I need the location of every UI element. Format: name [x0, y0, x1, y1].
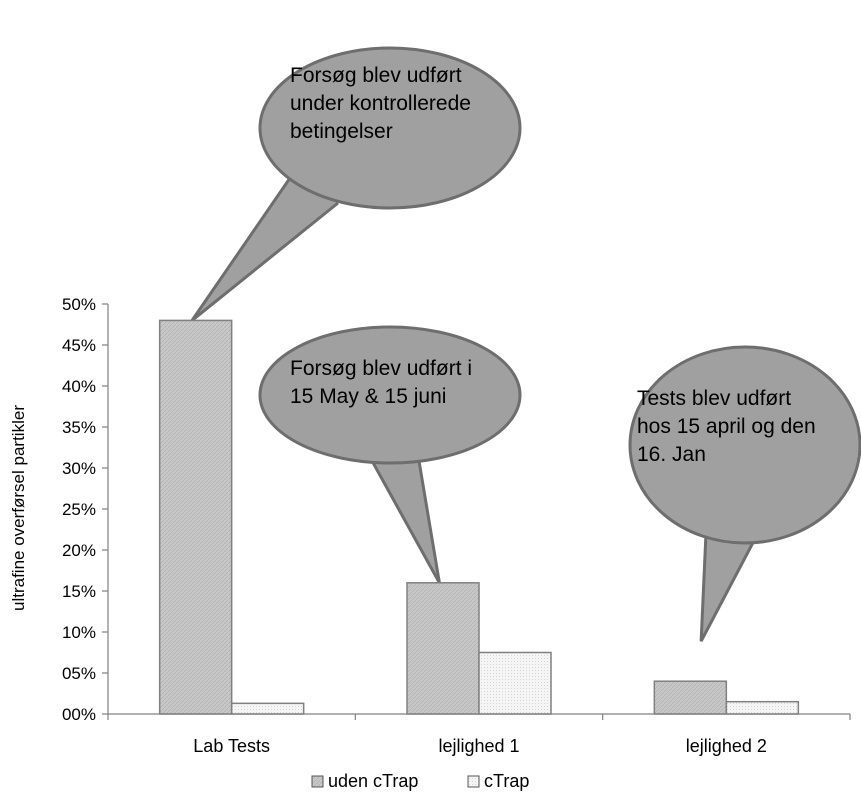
- y-tick-label: 40%: [62, 377, 96, 396]
- y-axis-label: ultrafine overførsel partikler: [9, 405, 28, 611]
- bar-uden-ctrap: [158, 319, 233, 715]
- callout-bubble: [258, 325, 522, 465]
- bar-ctrap: [230, 702, 305, 715]
- y-tick-label: 10%: [62, 623, 96, 642]
- bar-ctrap: [478, 651, 552, 715]
- y-tick-label: 50%: [62, 295, 96, 314]
- callout-pointer: [190, 177, 339, 322]
- legend-item: cTrap: [467, 771, 529, 791]
- callout-pointer: [364, 449, 441, 584]
- legend-label: uden cTrap: [328, 771, 418, 791]
- legend-swatch: [467, 775, 480, 788]
- callout-text: under kontrollerede: [290, 92, 471, 115]
- callout-text: betingelser: [290, 120, 393, 143]
- bar-ctrap: [725, 700, 800, 715]
- x-tick-label: lejlighed 1: [438, 736, 519, 756]
- bars: [158, 319, 800, 715]
- y-tick-label: 20%: [62, 541, 96, 560]
- callout-text: 16. Jan: [637, 443, 706, 466]
- legend-swatch: [311, 775, 324, 788]
- y-tick-label: 25%: [62, 500, 96, 519]
- callout-text: Tests blev udført: [637, 387, 791, 410]
- x-ticks: Lab Tests lejlighed 1 lejlighed 2: [107, 714, 851, 756]
- callout-pointer: [699, 532, 759, 642]
- y-ticks: 00% 05% 10% 15% 20% 25% 30% 35% 40% 45% 50%: [62, 295, 108, 724]
- callout: Forsøg blev udført under kontrollerede bet…: [190, 46, 522, 322]
- callout-bubble: [258, 46, 522, 210]
- callout-text: Forsøg blev udført i: [290, 357, 472, 380]
- bar-uden-ctrap: [653, 680, 728, 715]
- x-tick-label: lejlighed 2: [686, 736, 767, 756]
- y-tick-label: 15%: [62, 582, 96, 601]
- legend-item: uden cTrap: [311, 771, 418, 791]
- y-tick-label: 00%: [62, 705, 96, 724]
- callout: Tests blev udført hos 15 april og den 16. …: [628, 345, 861, 642]
- callout-bubble: [628, 345, 861, 545]
- callout: Forsøg blev udført i 15 May & 15 juni: [258, 325, 522, 584]
- callouts: Forsøg blev udført under kontrollerede bet…: [190, 46, 861, 642]
- legend-label: cTrap: [484, 771, 529, 791]
- y-tick-label: 45%: [62, 336, 96, 355]
- x-tick-label: Lab Tests: [193, 736, 270, 756]
- callout-text: hos 15 april og den: [637, 415, 816, 438]
- legend: uden cTrap cTrap: [311, 771, 529, 791]
- y-tick-label: 05%: [62, 664, 96, 683]
- y-tick-label: 35%: [62, 418, 96, 437]
- callout-text: Forsøg blev udført: [290, 64, 462, 87]
- bar-uden-ctrap: [406, 582, 480, 715]
- callout-text: 15 May & 15 juni: [290, 385, 446, 408]
- y-tick-label: 30%: [62, 459, 96, 478]
